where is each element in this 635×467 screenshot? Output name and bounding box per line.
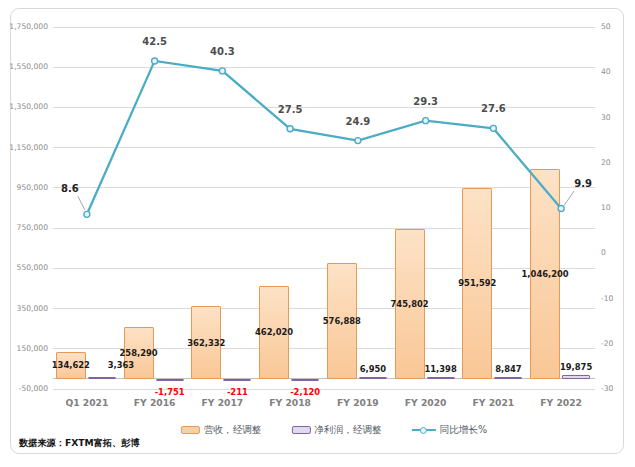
growth-line-swatch-icon (412, 426, 436, 434)
growth-value-label: 27.6 (481, 104, 506, 114)
right-axis-tick-label: 40 (601, 68, 611, 76)
gridline (53, 27, 595, 28)
net-profit-value-label: -2,120 (290, 388, 320, 396)
gridline (53, 228, 595, 229)
gridline (53, 187, 595, 188)
legend-label-net-profit: 净利润，经调整 (314, 425, 381, 435)
right-axis-tick-label: 20 (601, 159, 611, 167)
revenue-value-label: 1,046,200 (522, 270, 569, 278)
revenue-value-label: 462,020 (255, 328, 293, 336)
net-profit-value-label: 8,847 (495, 365, 522, 373)
net-profit-value-label: 19,875 (560, 363, 592, 371)
net-profit-bar (156, 379, 184, 381)
left-axis-tick-label: 150,000 (6, 345, 48, 353)
gridline (53, 67, 595, 68)
net-profit-value-label: -211 (227, 388, 248, 396)
gridline (53, 147, 595, 148)
category-label: FY 2019 (337, 398, 379, 407)
revenue-value-label: 745,802 (391, 300, 429, 308)
net-profit-value-label: 6,950 (360, 365, 387, 373)
left-axis-tick-label: 350,000 (6, 305, 48, 313)
category-label: FY 2021 (473, 398, 515, 407)
right-axis-tick-label: 10 (601, 204, 611, 212)
category-label: FY 2018 (269, 398, 311, 407)
net-profit-bar (427, 377, 455, 379)
revenue-value-label: 576,888 (323, 317, 361, 325)
left-axis-tick-label: 550,000 (6, 264, 48, 272)
gridline (53, 107, 595, 108)
revenue-value-label: 951,592 (458, 279, 496, 287)
left-axis-tick-label: 950,000 (6, 184, 48, 192)
revenue-value-label: 258,290 (120, 349, 158, 357)
gridline (53, 389, 595, 390)
source-note: 数据来源：FXTM富拓、彭博 (19, 437, 140, 450)
category-label: FY 2017 (202, 398, 244, 407)
net-profit-value-label: -1,751 (155, 388, 185, 396)
category-label: FY 2022 (540, 398, 582, 407)
legend-item-growth: 同比增长% (412, 425, 488, 435)
growth-value-label: 24.9 (346, 117, 371, 127)
growth-value-label: 29.3 (413, 97, 438, 107)
legend-label-growth: 同比增长% (440, 425, 488, 435)
category-label: FY 2020 (405, 398, 447, 407)
net-profit-value-label: 11,398 (424, 364, 456, 372)
category-label: Q1 2021 (65, 398, 108, 407)
left-axis-tick-label: 1,750,000 (6, 23, 48, 31)
right-axis-tick-label: 0 (601, 249, 606, 257)
legend-item-revenue: 营收，经调整 (181, 425, 262, 435)
revenue-swatch-icon (181, 426, 200, 434)
net-profit-bar (494, 377, 522, 379)
left-axis-tick-label: 750,000 (6, 224, 48, 232)
left-axis-tick-label: 1,350,000 (6, 103, 48, 111)
growth-value-label: 27.5 (278, 105, 303, 115)
growth-value-label: 9.9 (574, 179, 592, 189)
growth-value-label: 40.3 (210, 47, 235, 57)
gridline (53, 268, 595, 269)
right-axis-tick-label: -30 (601, 385, 613, 393)
left-axis-tick-label: 1,550,000 (6, 63, 48, 71)
legend-item-net-profit: 净利润，经调整 (291, 425, 381, 435)
right-axis-tick-label: -20 (601, 340, 613, 348)
net-profit-bar (223, 379, 251, 381)
left-axis-tick-label: 1,150,000 (6, 144, 48, 152)
net-profit-value-label: 3,363 (108, 361, 135, 369)
chart: -50,000 150,000 350,000 550,000 750,000 950,0… (0, 0, 635, 467)
legend: 营收，经调整 净利润，经调整 同比增长% (181, 423, 487, 437)
revenue-value-label: 134,622 (52, 361, 90, 369)
net-profit-swatch-icon (291, 426, 310, 434)
gridline (53, 308, 595, 309)
left-axis-tick-label: -50,000 (6, 385, 48, 393)
net-profit-bar (562, 375, 590, 379)
revenue-value-label: 362,332 (187, 338, 225, 346)
right-axis-tick-label: 30 (601, 114, 611, 122)
right-axis-tick-label: 50 (601, 23, 611, 31)
growth-value-label: 8.6 (61, 184, 79, 194)
category-label: FY 2016 (134, 398, 176, 407)
right-axis-tick-label: -10 (601, 295, 613, 303)
net-profit-bar (291, 379, 319, 381)
growth-value-label: 42.5 (142, 37, 167, 47)
legend-label-revenue: 营收，经调整 (204, 425, 262, 435)
